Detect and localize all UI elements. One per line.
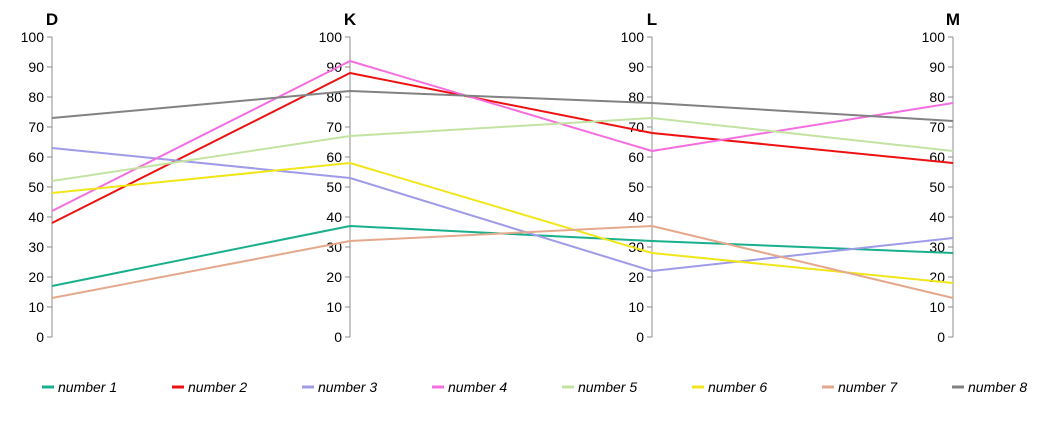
tick-label: 20 [28,269,44,285]
legend-label: number 7 [838,379,898,395]
tick-label: 30 [326,239,342,255]
tick-label: 100 [319,29,343,45]
legend-item: number 1 [42,379,117,395]
tick-label: 30 [929,239,945,255]
legend-label: number 5 [578,379,637,395]
axis-title: D [46,10,58,29]
legend-item: number 2 [172,379,247,395]
tick-label: 0 [36,329,44,345]
legend-label: number 4 [448,379,507,395]
series-layer [51,60,954,299]
legend-item: number 8 [952,379,1027,395]
tick-label: 10 [929,299,945,315]
legend-label: number 8 [968,379,1027,395]
legend-item: number 5 [562,379,637,395]
tick-label: 0 [334,329,342,345]
tick-label: 60 [326,149,342,165]
series-line-7 [51,225,954,299]
series-line-6 [51,162,954,284]
axis-title: K [344,10,357,29]
series-line-3 [51,147,954,272]
tick-label: 40 [929,209,945,225]
tick-label: 80 [28,89,44,105]
tick-label: 80 [628,89,644,105]
tick-label: 0 [636,329,644,345]
legend-label: number 2 [188,379,247,395]
axis-title: M [946,10,960,29]
axes-layer: 0102030405060708090100D01020304050607080… [21,10,960,345]
tick-label: 60 [628,149,644,165]
tick-label: 90 [929,59,945,75]
tick-label: 100 [922,29,946,45]
tick-label: 70 [28,119,44,135]
tick-label: 50 [929,179,945,195]
tick-label: 100 [21,29,45,45]
tick-label: 40 [628,209,644,225]
tick-label: 100 [621,29,645,45]
tick-label: 50 [326,179,342,195]
legend-item: number 7 [822,379,898,395]
legend-item: number 3 [302,379,377,395]
series-line-1 [51,225,954,287]
tick-label: 10 [326,299,342,315]
tick-label: 30 [28,239,44,255]
tick-label: 20 [326,269,342,285]
tick-label: 70 [929,119,945,135]
tick-label: 10 [28,299,44,315]
tick-label: 50 [628,179,644,195]
tick-label: 20 [628,269,644,285]
tick-label: 80 [929,89,945,105]
tick-label: 70 [628,119,644,135]
tick-label: 70 [326,119,342,135]
tick-label: 40 [28,209,44,225]
legend-item: number 6 [692,379,767,395]
tick-label: 90 [628,59,644,75]
series-line-8 [51,90,954,122]
series-line-5 [51,117,954,182]
axis-title: L [647,10,657,29]
series-line-2 [51,72,954,224]
legend-label: number 1 [58,379,117,395]
tick-label: 40 [326,209,342,225]
tick-label: 50 [28,179,44,195]
tick-label: 10 [628,299,644,315]
legend-label: number 3 [318,379,377,395]
legend-item: number 4 [432,379,507,395]
series-line-4 [51,60,954,212]
legend-label: number 6 [708,379,767,395]
tick-label: 60 [28,149,44,165]
legend: number 1 number 2 number 3 number 4 number 5… [42,379,1027,395]
tick-label: 90 [28,59,44,75]
tick-label: 30 [628,239,644,255]
tick-label: 0 [937,329,945,345]
